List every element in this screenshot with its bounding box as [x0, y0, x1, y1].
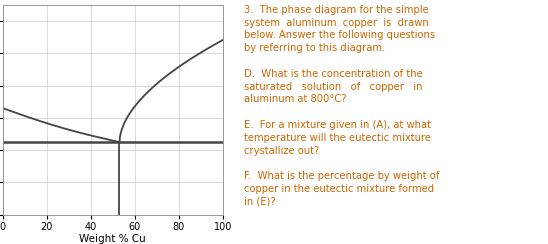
X-axis label: Weight % Cu: Weight % Cu: [79, 234, 146, 244]
Text: 3.  The phase diagram for the simple
system  aluminum  copper  is  drawn
below. : 3. The phase diagram for the simple syst…: [244, 5, 439, 207]
